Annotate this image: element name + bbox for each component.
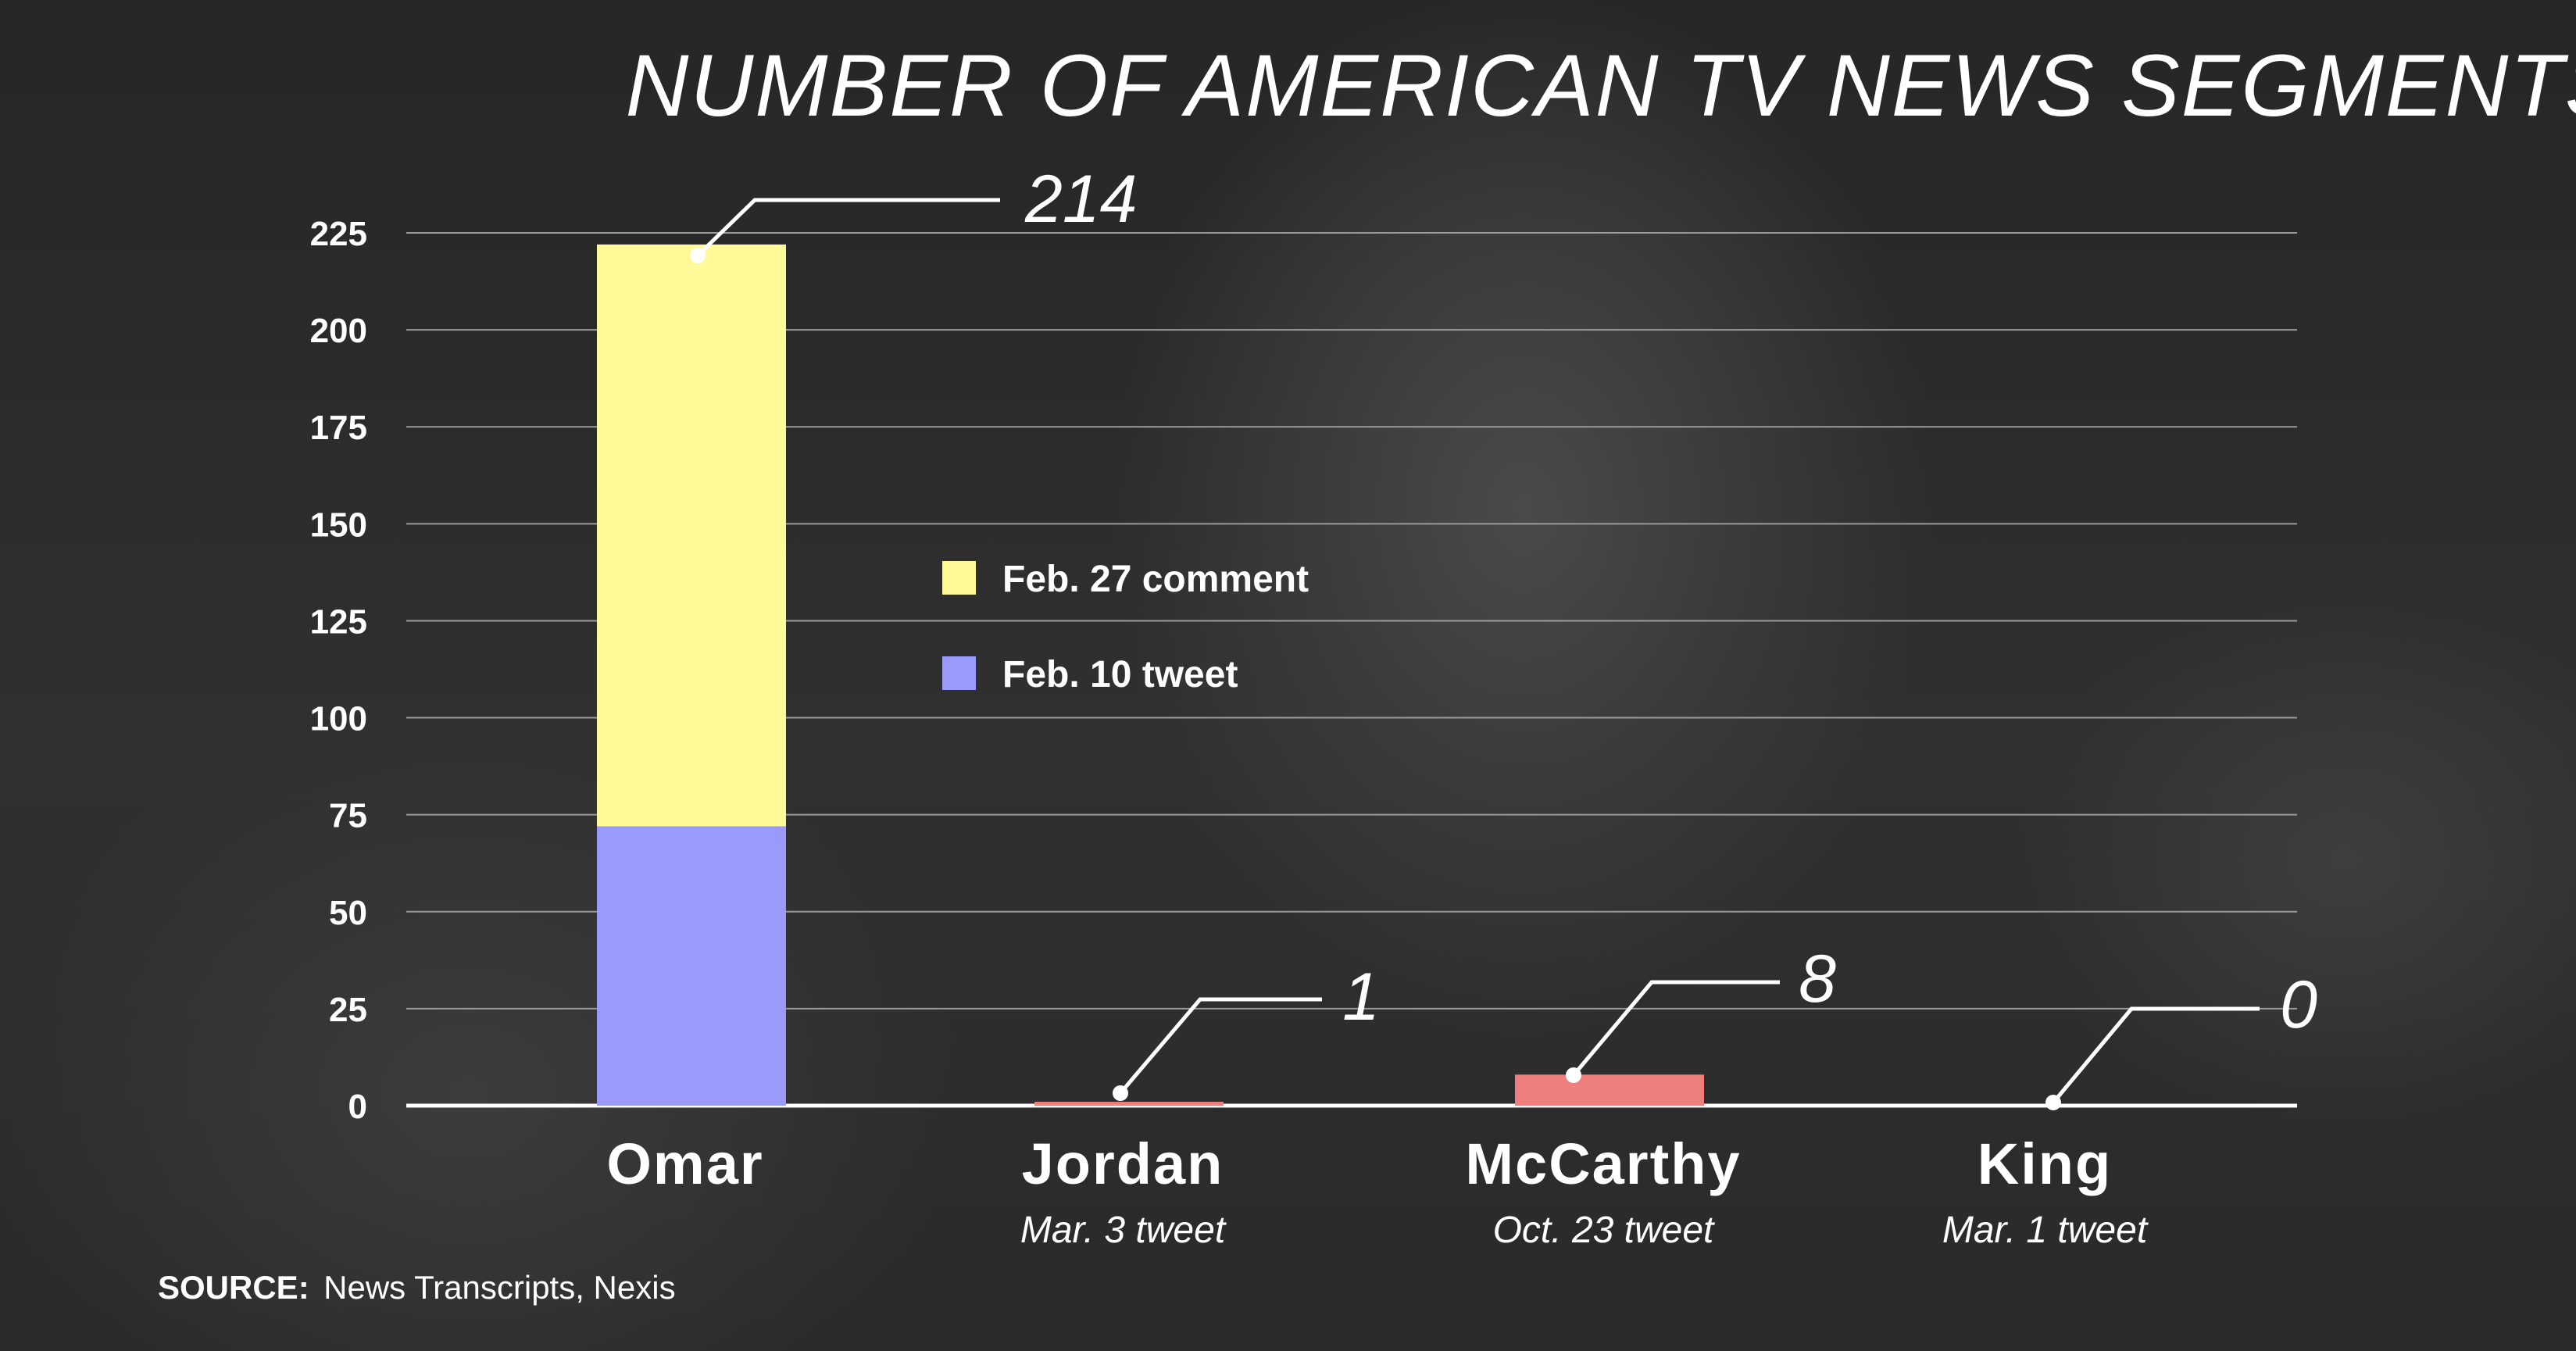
bar-segment-single-jordan	[1034, 1102, 1224, 1106]
category-subtitle-mccarthy: Oct. 23 tweet	[1493, 1210, 1715, 1251]
category-label-jordan: Jordan	[1022, 1131, 1224, 1196]
y-tick-label: 100	[310, 700, 367, 738]
callout-line-omar	[696, 198, 1000, 257]
category-label-omar: Omar	[606, 1131, 763, 1196]
bar-segment-single-mccarthy	[1515, 1074, 1704, 1106]
callout-dot-omar	[690, 248, 706, 263]
category-subtitle-jordan: Mar. 3 tweet	[1020, 1210, 1227, 1251]
y-tick-label: 25	[329, 991, 367, 1029]
y-tick-label: 175	[310, 409, 367, 447]
bar-segment-feb27-comment-omar	[597, 244, 786, 827]
callout-dot-mccarthy	[1566, 1067, 1581, 1083]
source-text: News Transcripts, Nexis	[323, 1269, 675, 1306]
category-label-king: King	[1978, 1131, 2112, 1196]
y-tick-label: 0	[348, 1088, 367, 1126]
legend-label-tweet: Feb. 10 tweet	[1002, 654, 1238, 695]
y-tick-label: 200	[310, 312, 367, 350]
legend-label-comment: Feb. 27 comment	[1002, 559, 1309, 600]
category-label-mccarthy: McCarthy	[1465, 1131, 1741, 1196]
legend-swatch-comment	[942, 561, 976, 595]
callout-line-king	[2052, 1006, 2260, 1104]
y-tick-label: 50	[329, 894, 367, 932]
value-label-omar: 214	[1024, 162, 1138, 237]
chart-title: NUMBER OF AMERICAN TV NEWS SEGMENTS	[625, 37, 2576, 134]
source-label: SOURCE:	[158, 1269, 309, 1306]
callout-line-mccarthy	[1572, 980, 1780, 1077]
legend: Feb. 27 comment Feb. 10 tweet	[942, 559, 1309, 695]
y-tick-label: 75	[329, 797, 367, 835]
value-label-king: 0	[2280, 967, 2317, 1042]
category-subtitle-king: Mar. 1 tweet	[1942, 1210, 2149, 1251]
value-label-jordan: 1	[1342, 960, 1380, 1035]
callout-line-jordan	[1119, 997, 1322, 1095]
x-axis-labels: Omar Jordan Mar. 3 tweet McCarthy Oct. 23 tw…	[606, 1131, 2148, 1251]
bar-segment-feb10-tweet-omar	[597, 826, 786, 1106]
source-note: SOURCE: News Transcripts, Nexis	[158, 1269, 676, 1306]
y-tick-label: 225	[310, 215, 367, 253]
legend-swatch-tweet	[942, 656, 976, 690]
y-tick-label: 125	[310, 602, 367, 641]
value-label-mccarthy: 8	[1799, 942, 1836, 1017]
bars	[597, 244, 1704, 1106]
y-axis-ticks: 0 25 50 75 100 125 150 175 200 225	[310, 215, 367, 1126]
y-tick-label: 150	[310, 506, 367, 544]
callouts: 214 1 8 0	[690, 162, 2317, 1110]
callout-dot-king	[2045, 1095, 2061, 1110]
callout-dot-jordan	[1113, 1085, 1128, 1101]
